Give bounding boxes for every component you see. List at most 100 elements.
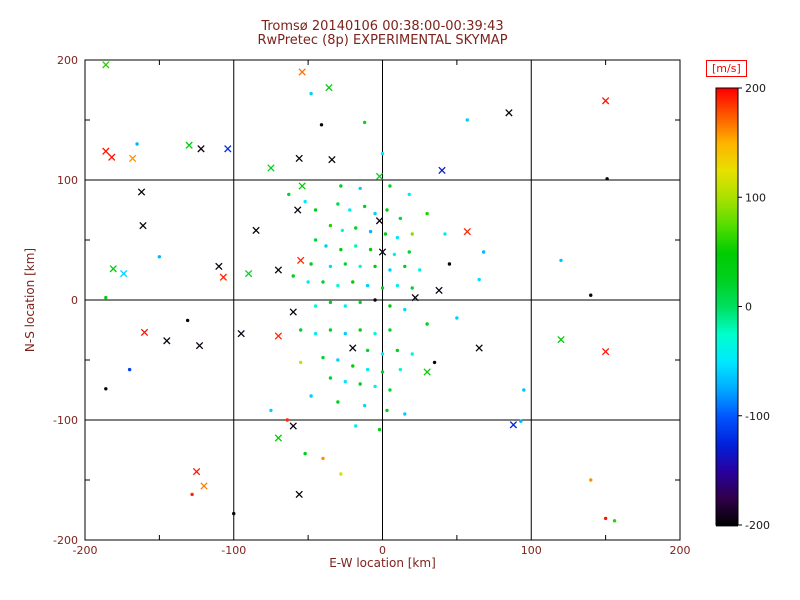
x-marker-stroke bbox=[108, 153, 116, 161]
colorbar-gradient-strip bbox=[716, 174, 738, 177]
data-point-dot bbox=[313, 208, 318, 212]
colorbar-gradient-strip bbox=[716, 182, 738, 185]
colorbar-gradient-strip bbox=[716, 336, 738, 339]
data-point-x bbox=[325, 83, 333, 92]
colorbar-gradient-strip bbox=[716, 88, 738, 91]
x-tick-label: -100 bbox=[221, 544, 246, 557]
colorbar-gradient-strip bbox=[716, 206, 738, 209]
data-point-dot bbox=[388, 328, 392, 332]
data-point-dot bbox=[380, 370, 385, 374]
colorbar-gradient-strip bbox=[716, 192, 738, 195]
colorbar-gradient-strip bbox=[716, 188, 738, 191]
colorbar-gradient-strip bbox=[716, 516, 738, 519]
colorbar-gradient-strip bbox=[716, 296, 738, 299]
colorbar-gradient-strip bbox=[716, 370, 738, 373]
colorbar-gradient-strip bbox=[716, 198, 738, 201]
data-point-dot bbox=[232, 511, 236, 516]
data-point-dot bbox=[605, 177, 609, 181]
colorbar-gradient-strip bbox=[716, 328, 738, 331]
data-point-dot bbox=[373, 298, 377, 302]
colorbar-gradient-strip bbox=[716, 268, 738, 271]
colorbar-gradient-strip bbox=[716, 390, 738, 393]
colorbar-gradient-strip bbox=[716, 194, 738, 197]
data-point-dot bbox=[465, 118, 469, 122]
colorbar-gradient-strip bbox=[716, 368, 738, 371]
colorbar-gradient-strip bbox=[716, 304, 738, 307]
colorbar-gradient-strip bbox=[716, 506, 738, 509]
colorbar-gradient-strip bbox=[716, 454, 738, 457]
colorbar-gradient-strip bbox=[716, 484, 738, 487]
colorbar-gradient-strip bbox=[716, 156, 738, 159]
colorbar-gradient-strip bbox=[716, 462, 738, 465]
x-marker-stroke bbox=[411, 293, 419, 302]
colorbar-gradient-strip bbox=[716, 482, 738, 485]
colorbar-gradient-strip bbox=[716, 350, 738, 353]
colorbar-gradient-strip bbox=[716, 256, 738, 259]
data-point-x bbox=[601, 347, 610, 356]
y-tick-label: 0 bbox=[71, 294, 78, 307]
data-point-dot bbox=[328, 223, 333, 228]
x-marker-stroke bbox=[557, 335, 565, 344]
colorbar-gradient-strip bbox=[716, 224, 738, 227]
colorbar-gradient-strip bbox=[716, 406, 738, 409]
data-point-dot bbox=[348, 208, 352, 212]
data-point-dot bbox=[358, 382, 362, 386]
data-point-x bbox=[128, 154, 137, 163]
colorbar-gradient-strip bbox=[716, 374, 738, 377]
data-point-dot bbox=[392, 252, 397, 257]
colorbar-gradient-strip bbox=[716, 518, 738, 521]
data-point-dot bbox=[358, 186, 362, 191]
data-point-dot bbox=[589, 478, 593, 482]
data-point-x bbox=[224, 145, 232, 153]
colorbar-gradient-strip bbox=[716, 470, 738, 473]
data-point-dot bbox=[522, 388, 526, 392]
colorbar-gradient-strip bbox=[716, 284, 738, 287]
data-point-dot bbox=[321, 456, 325, 461]
colorbar-gradient-strip bbox=[716, 306, 738, 309]
x-marker-stroke bbox=[163, 337, 171, 345]
colorbar-gradient-strip bbox=[716, 250, 738, 253]
colorbar-gradient-strip bbox=[716, 142, 738, 145]
colorbar-gradient-strip bbox=[716, 474, 738, 477]
colorbar-tick-label: 100 bbox=[745, 191, 766, 204]
colorbar-gradient-strip bbox=[716, 220, 738, 223]
data-point-dot bbox=[410, 232, 414, 236]
colorbar-gradient-strip bbox=[716, 490, 738, 493]
colorbar-gradient-strip bbox=[716, 352, 738, 355]
data-point-dot bbox=[388, 304, 392, 308]
data-point-dot bbox=[362, 120, 367, 125]
data-point-dot bbox=[388, 184, 392, 188]
colorbar-gradient-strip bbox=[716, 466, 738, 469]
data-point-dot bbox=[425, 322, 429, 326]
data-point-x bbox=[463, 227, 471, 236]
data-point-x bbox=[438, 166, 446, 175]
x-tick-label: 0 bbox=[379, 544, 386, 557]
data-point-x bbox=[108, 153, 116, 161]
colorbar-gradient-strip bbox=[716, 382, 738, 385]
colorbar-gradient-strip bbox=[716, 102, 738, 105]
x-marker-stroke bbox=[237, 329, 245, 338]
x-marker-stroke bbox=[197, 145, 205, 153]
colorbar-gradient-strip bbox=[716, 378, 738, 381]
x-marker-stroke bbox=[601, 347, 610, 356]
data-point-dot bbox=[398, 216, 403, 221]
colorbar-gradient-strip bbox=[716, 476, 738, 479]
colorbar-gradient-strip bbox=[716, 290, 738, 293]
colorbar-gradient-strip bbox=[716, 458, 738, 461]
data-point-dot bbox=[343, 379, 348, 384]
data-point-dot bbox=[351, 280, 355, 284]
data-point-dot bbox=[603, 516, 608, 521]
data-point-dot bbox=[157, 255, 162, 259]
colorbar-gradient-strip bbox=[716, 212, 738, 215]
x-marker-stroke bbox=[200, 482, 208, 490]
data-point-x bbox=[295, 154, 303, 163]
data-point-dot bbox=[481, 250, 486, 254]
y-tick-label: 200 bbox=[57, 54, 78, 67]
data-point-dot bbox=[309, 91, 313, 96]
data-point-dot bbox=[443, 232, 447, 236]
colorbar-gradient-strip bbox=[716, 260, 738, 263]
colorbar-gradient-strip bbox=[716, 412, 738, 415]
data-point-x bbox=[295, 490, 303, 499]
colorbar-gradient-strip bbox=[716, 160, 738, 163]
